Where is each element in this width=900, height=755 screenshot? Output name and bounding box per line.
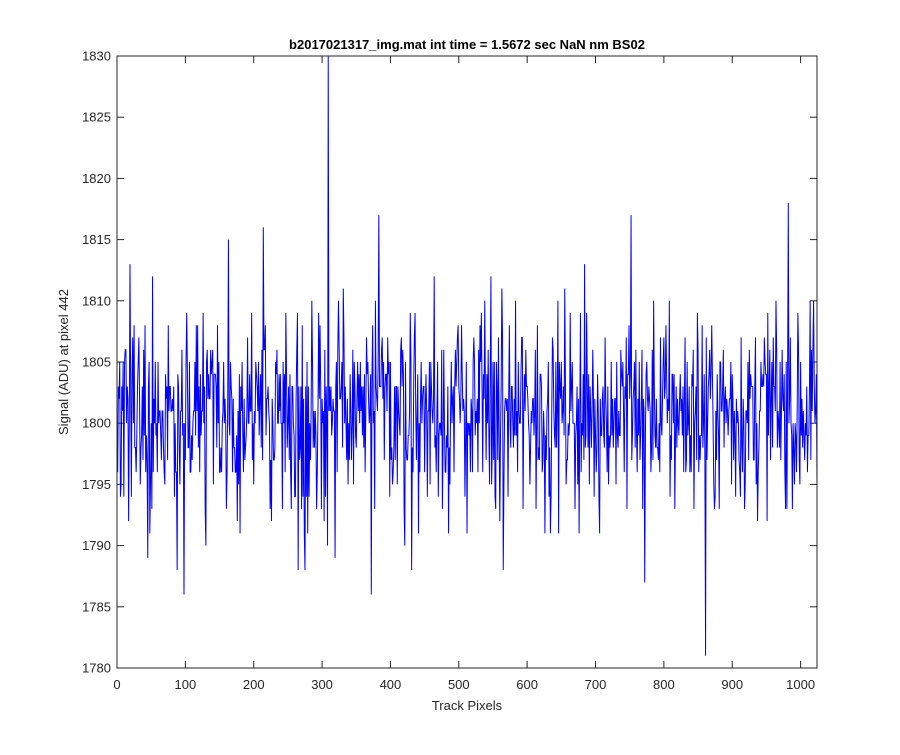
x-tick-label: 900 [721, 677, 743, 692]
y-tick-label: 1785 [82, 599, 111, 614]
y-tick-label: 1780 [82, 661, 111, 676]
x-tick-label: 100 [175, 677, 197, 692]
plot-area-background [117, 56, 817, 668]
y-tick-label: 1800 [82, 416, 111, 431]
x-tick-label: 500 [448, 677, 470, 692]
x-tick-label: 400 [380, 677, 402, 692]
plot-area-border [116, 55, 818, 669]
signal-series-line [117, 55, 818, 656]
x-tick-label: 700 [585, 677, 607, 692]
x-tick-label: 200 [243, 677, 265, 692]
y-tick-label: 1830 [82, 49, 111, 64]
x-tick-label: 300 [311, 677, 333, 692]
y-tick-label: 1795 [82, 477, 111, 492]
axis-tick-labels: 0 100 200 300 400 500 600 700 800 900 1000 1780 1785… [82, 49, 815, 693]
x-tick-label: 1000 [786, 677, 815, 692]
y-tick-label: 1825 [82, 110, 111, 125]
x-axis-label: Track Pixels [432, 698, 503, 713]
x-tick-label: 600 [516, 677, 538, 692]
y-tick-label: 1810 [82, 293, 111, 308]
y-tick-label: 1815 [82, 232, 111, 247]
x-tick-label: 800 [653, 677, 675, 692]
y-axis-label: Signal (ADU) at pixel 442 [56, 289, 71, 435]
y-tick-label: 1820 [82, 171, 111, 186]
chart-title: b2017021317_img.mat int time = 1.5672 se… [289, 37, 645, 52]
y-tick-label: 1790 [82, 538, 111, 553]
x-tick-label: 0 [113, 677, 120, 692]
y-tick-label: 1805 [82, 355, 111, 370]
